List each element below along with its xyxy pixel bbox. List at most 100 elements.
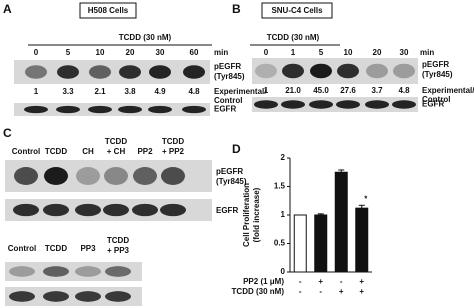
band xyxy=(103,203,129,217)
condition-sign: - xyxy=(340,277,343,286)
bar xyxy=(334,171,348,273)
band xyxy=(57,65,79,79)
y-tick-label: 2 xyxy=(281,153,286,162)
ratio: 3.3 xyxy=(62,87,74,96)
lane-label: 20 xyxy=(126,48,135,57)
blot-label: pEGFR xyxy=(216,167,243,176)
lane-label: 30 xyxy=(400,48,409,57)
unit: min xyxy=(420,48,434,57)
condition-sign: + xyxy=(339,287,344,296)
band xyxy=(149,65,171,79)
cell-line: SNU-C4 Cells xyxy=(271,6,323,15)
blot-label: (Tyr845) xyxy=(422,70,453,79)
lane-label: TCDD xyxy=(45,147,67,156)
ratio-label: Experimental/ xyxy=(214,87,267,96)
y-tick-label: 0 xyxy=(281,267,286,276)
lane-label: + PP3 xyxy=(107,246,130,255)
band xyxy=(75,291,101,302)
bar xyxy=(293,214,307,273)
ratio: 3.8 xyxy=(124,87,136,96)
ratio-label: Experimental/ xyxy=(422,86,474,95)
band xyxy=(43,266,69,277)
condition-sign: - xyxy=(299,287,302,296)
condition-sign: - xyxy=(299,277,302,286)
panel-letter: A xyxy=(3,2,12,16)
band xyxy=(43,291,69,302)
ratio: 4.8 xyxy=(188,87,200,96)
lane-label: PP2 xyxy=(137,147,153,156)
ratio: 45.0 xyxy=(313,86,329,95)
band xyxy=(43,203,69,217)
band xyxy=(336,100,360,109)
band xyxy=(337,63,359,79)
lane-label: + PP2 xyxy=(162,147,185,156)
band xyxy=(282,63,304,79)
band xyxy=(254,100,278,109)
cell-box xyxy=(261,2,333,19)
ratio: 4.9 xyxy=(154,87,166,96)
band xyxy=(161,167,185,185)
band xyxy=(105,291,131,302)
band xyxy=(281,100,305,109)
ratio-label: Control xyxy=(214,96,242,105)
lane-label: Control xyxy=(8,244,36,253)
treatment: TCDD (30 nM) xyxy=(119,33,172,42)
y-tick-label: 0.5 xyxy=(274,239,286,248)
ratio: 2.1 xyxy=(94,87,106,96)
blot xyxy=(5,287,142,306)
band xyxy=(255,63,277,79)
band xyxy=(104,167,128,185)
lane-label: 0 xyxy=(264,48,269,57)
lane-label: TCDD xyxy=(105,137,127,146)
band xyxy=(118,105,142,114)
lane-label: PP3 xyxy=(80,244,96,253)
band xyxy=(9,266,35,277)
treatment: TCDD (30 nM) xyxy=(267,33,320,42)
lane-label: TCDD xyxy=(162,137,184,146)
condition-label: PP2 (1 μM) xyxy=(243,277,284,286)
lane-label: TCDD xyxy=(107,236,129,245)
band xyxy=(393,63,415,79)
band xyxy=(309,100,333,109)
unit: min xyxy=(214,48,228,57)
band xyxy=(366,63,388,79)
bar xyxy=(355,207,369,273)
ratio: 21.0 xyxy=(285,86,301,95)
ratio: 27.6 xyxy=(340,86,356,95)
band xyxy=(133,167,157,185)
ratio: 3.7 xyxy=(371,86,383,95)
band xyxy=(132,203,158,217)
blot xyxy=(252,58,418,84)
band xyxy=(13,203,39,217)
y-tick-label: 1.5 xyxy=(274,182,286,191)
ratio: 1 xyxy=(264,86,269,95)
condition-sign: - xyxy=(319,287,322,296)
blot-label: (Tyr845) xyxy=(214,72,245,81)
lane-label: TCDD xyxy=(45,244,67,253)
significance-marker: * xyxy=(364,194,368,203)
panel-letter: C xyxy=(3,126,12,140)
panel-letter: B xyxy=(232,2,241,16)
band xyxy=(75,266,101,277)
band xyxy=(160,203,186,217)
bar xyxy=(314,214,328,273)
lane-label: 5 xyxy=(319,48,324,57)
lane-label: 20 xyxy=(373,48,382,57)
blot-label: pEGFR xyxy=(214,62,241,71)
lane-label: 60 xyxy=(190,48,199,57)
band xyxy=(25,65,47,79)
band xyxy=(148,105,172,114)
ratio: 1 xyxy=(34,87,39,96)
blot xyxy=(5,262,142,281)
lane-label: CH xyxy=(82,147,94,156)
lane-label: Control xyxy=(12,147,40,156)
blot-label: pEGFR xyxy=(422,60,449,69)
cell-line: H508 Cells xyxy=(88,6,129,15)
band xyxy=(9,291,35,302)
band xyxy=(119,65,141,79)
condition-sign: + xyxy=(359,277,364,286)
panel-letter: D xyxy=(232,142,241,156)
band xyxy=(310,63,332,79)
lane-label: + CH xyxy=(107,147,126,156)
ratio: 4.8 xyxy=(398,86,410,95)
